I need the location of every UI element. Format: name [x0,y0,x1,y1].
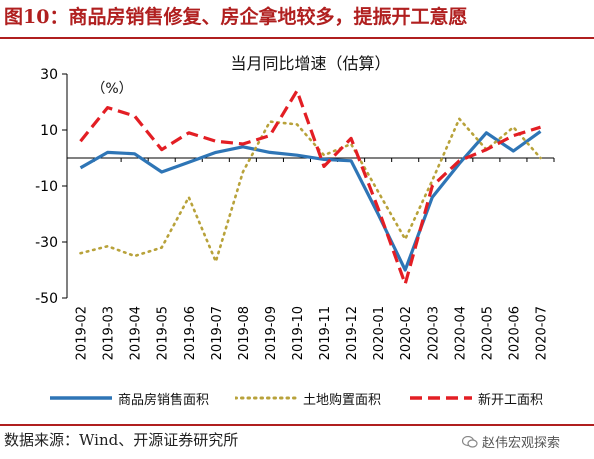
x-tick-label: 2019-10 [291,306,306,360]
x-tick-label: 2020-05 [480,306,495,360]
legend-item-land: 土地购置面积 [235,387,381,409]
legend-label-sales: 商品房销售面积 [118,392,210,408]
x-tick-label: 2020-07 [534,306,549,360]
legend-item-starts: 新开工面积 [410,387,543,409]
x-tick-label: 2019-02 [75,306,90,360]
wechat-icon [462,436,478,448]
line-chart: 当月同比增速（估算） （%） 30 10 -10 -30 -50 2019-02 2019-0… [35,54,555,360]
series-line-sales [79,130,542,272]
x-tick-label: 2019-12 [345,306,360,360]
x-tick-label: 2020-03 [426,306,441,360]
x-tick-label: 2020-06 [507,306,522,360]
legend-swatch-land [235,396,297,400]
y-tick-label: -50 [35,291,58,307]
x-tick-label: 2020-04 [453,306,468,360]
x-tick-label: 2019-06 [183,306,198,360]
y-tick-label: -10 [35,179,58,195]
series-line-starts [79,89,541,286]
legend-swatch-starts [410,396,472,400]
x-tick-label: 2019-09 [264,306,279,360]
x-tick-label: 2019-11 [318,306,333,360]
series-line-land [79,117,542,263]
unit-label: （%） [91,81,132,97]
title-divider [0,37,594,39]
x-tick-label: 2019-08 [237,306,252,360]
y-tick-label: 30 [40,67,58,83]
y-tick-label: -30 [35,235,58,251]
watermark: 赵伟宏观探索 [462,432,560,451]
footer-divider [0,424,594,426]
legend-label-starts: 新开工面积 [478,392,544,408]
figure-title: 图10：商品房销售修复、房企拿地较多，提振开工意愿 [4,6,468,28]
x-tick-label: 2019-07 [210,306,225,360]
legend-swatch-sales [50,396,112,400]
chart-legend: 商品房销售面积 土地购置面积 新开工面积 [40,387,580,409]
x-tick-label: 2019-03 [102,306,117,360]
x-tick-label: 2019-04 [129,306,144,360]
chart-title: 当月同比增速（估算） [230,54,390,73]
source-note: 数据来源：Wind、开源证券研究所 [4,431,239,449]
y-tick-label: 10 [40,123,58,139]
watermark-text: 赵伟宏观探索 [482,436,561,451]
legend-label-land: 土地购置面积 [303,392,382,408]
x-tick-label: 2019-05 [156,306,171,360]
legend-item-sales: 商品房销售面积 [50,387,209,409]
x-tick-label: 2020-02 [399,306,414,360]
x-tick-label: 2020-01 [372,306,387,360]
